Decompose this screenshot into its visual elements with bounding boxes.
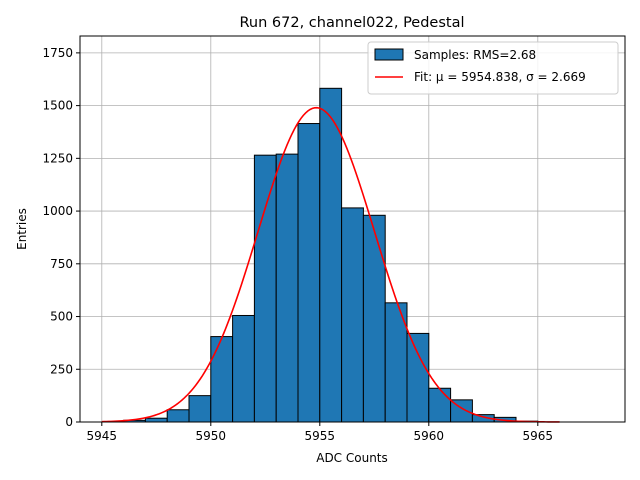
- histogram-bar: [428, 387, 452, 423]
- x-tick-label: 5945: [87, 429, 118, 443]
- plot-area-frame: [79, 35, 626, 423]
- histogram-bar: [253, 154, 277, 423]
- legend-label-samples: Samples: RMS=2.68: [414, 48, 536, 62]
- y-tick-label: 750: [50, 257, 73, 271]
- histogram-bar: [232, 314, 255, 423]
- histogram-bar: [362, 214, 386, 423]
- legend-bar-swatch: [374, 48, 404, 61]
- histogram-bar: [341, 207, 364, 423]
- chart-title: Run 672, channel022, Pedestal: [239, 15, 464, 31]
- y-tick-label: 250: [50, 362, 73, 376]
- gaussian-fit-line: [101, 106, 560, 423]
- y-tick-label: 1000: [42, 204, 73, 218]
- histogram-bar: [144, 417, 168, 423]
- legend-box: [367, 41, 619, 95]
- histogram-bars: [123, 87, 539, 423]
- y-tick-label: 1500: [42, 99, 73, 113]
- histogram-bar: [210, 336, 234, 423]
- histogram-bar: [188, 395, 212, 423]
- x-tick-label: 5950: [196, 429, 227, 443]
- y-tick-label: 1250: [42, 151, 73, 165]
- histogram-bar: [275, 153, 299, 423]
- x-axis-label: ADC Counts: [316, 451, 388, 465]
- histogram-bar: [406, 332, 430, 423]
- x-tick-label: 5965: [523, 429, 554, 443]
- histogram-bar: [297, 123, 321, 423]
- axis-ticks: 5945 5950 5955 5960 5965 0 250 500 750 1000 1250 15…: [42, 46, 553, 443]
- x-tick-label: 5960: [414, 429, 445, 443]
- y-tick-label: 500: [50, 310, 73, 324]
- legend-label-fit: Fit: μ = 5954.838, σ = 2.669: [414, 70, 586, 84]
- y-tick-label: 1750: [42, 46, 73, 60]
- histogram-bar: [319, 87, 343, 423]
- histogram-bar: [166, 409, 190, 423]
- x-tick-label: 5955: [305, 429, 336, 443]
- y-axis-label: Entries: [15, 208, 29, 250]
- y-tick-label: 0: [65, 415, 73, 429]
- legend: Samples: RMS=2.68 Fit: μ = 5954.838, σ =…: [367, 41, 619, 95]
